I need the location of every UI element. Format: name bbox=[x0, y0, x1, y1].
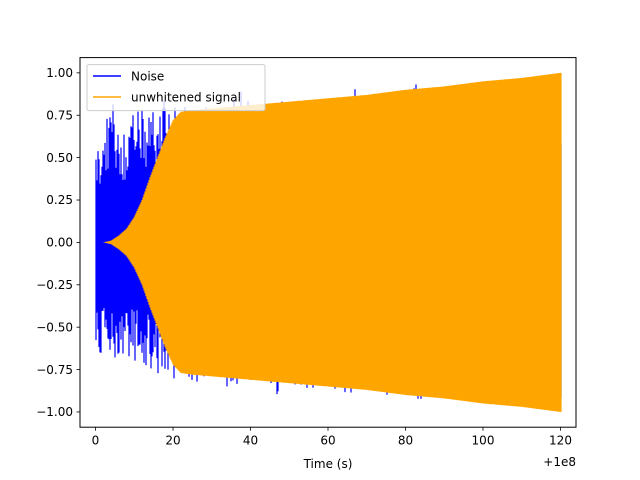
x-tick-label: 100 bbox=[472, 434, 495, 448]
x-axis: 0 20 40 60 80 100 120 bbox=[92, 427, 572, 448]
x-tick-label: 0 bbox=[92, 434, 100, 448]
legend: Noise unwhitened signal bbox=[86, 64, 266, 112]
legend-label-noise: Noise bbox=[131, 70, 164, 84]
y-tick-label: 0.75 bbox=[46, 108, 73, 122]
x-tick-label: 80 bbox=[398, 434, 413, 448]
x-tick-label: 60 bbox=[320, 434, 335, 448]
x-tick-label: 20 bbox=[165, 434, 180, 448]
y-tick-label: −0.75 bbox=[36, 363, 73, 377]
y-tick-label: 0.25 bbox=[46, 193, 73, 207]
legend-box bbox=[86, 64, 266, 112]
y-tick-label: 0.50 bbox=[46, 151, 73, 165]
y-tick-label: −1.00 bbox=[36, 405, 73, 419]
y-axis: 1.00 0.75 0.50 0.25 0.00 −0.25 −0.50 −0.75 −1.00 bbox=[36, 66, 80, 419]
legend-label-unwhitened-signal: unwhitened signal bbox=[131, 91, 241, 105]
series-unwhitened-signal bbox=[103, 72, 562, 412]
x-tick-label: 120 bbox=[549, 434, 572, 448]
y-tick-label: 0.00 bbox=[46, 236, 73, 250]
x-axis-offset-label: +1e8 bbox=[543, 455, 576, 469]
plot-area bbox=[95, 72, 562, 412]
series-unwhitened-signal-line bbox=[103, 72, 562, 412]
x-axis-label: Time (s) bbox=[303, 457, 353, 471]
y-tick-label: −0.50 bbox=[36, 320, 73, 334]
y-tick-label: −0.25 bbox=[36, 278, 73, 292]
y-tick-label: 1.00 bbox=[46, 66, 73, 80]
x-tick-label: 40 bbox=[243, 434, 258, 448]
